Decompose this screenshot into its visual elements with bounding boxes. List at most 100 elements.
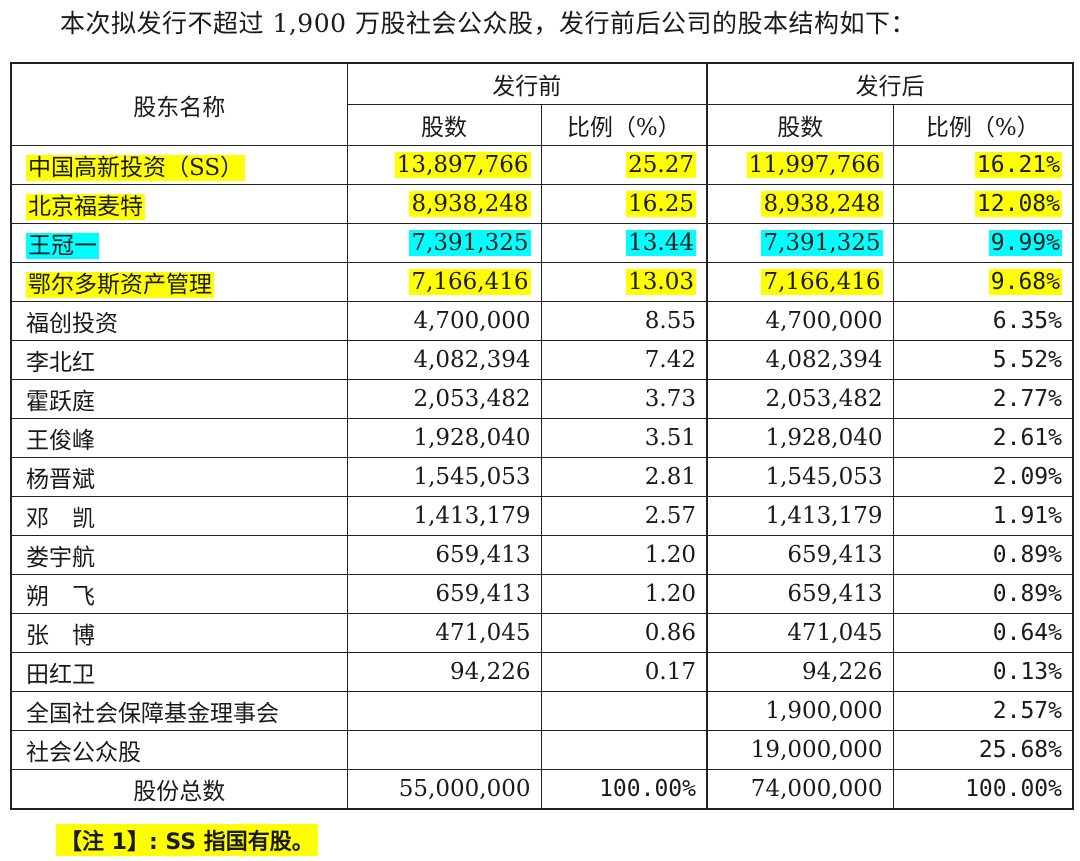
- shareholder-name: 王冠一: [10, 223, 348, 263]
- shareholder-name-text: 北京福麦特: [26, 194, 145, 220]
- after-shares-text: 7,166,416: [761, 269, 883, 295]
- shareholder-name: 李北红: [10, 340, 348, 380]
- shareholder-name-text: 全国社会保障基金理事会: [26, 701, 279, 727]
- before-shares: 8,938,248: [346, 184, 542, 224]
- table-row: 鄂尔多斯资产管理 7,166,416 13.03 7,166,416 9.68%: [10, 262, 1074, 302]
- header-before: 发行前: [346, 62, 708, 105]
- after-shares: 19,000,000: [706, 730, 894, 770]
- total-before-shares-text: 55,000,000: [398, 776, 531, 802]
- after-shares-text: 1,928,040: [765, 425, 883, 451]
- after-ratio: 1.91%: [892, 496, 1074, 536]
- after-shares: 2,053,482: [706, 379, 894, 419]
- before-shares: [346, 691, 542, 731]
- before-shares: 4,082,394: [346, 340, 542, 380]
- before-shares: 1,928,040: [346, 418, 542, 458]
- before-ratio: 8.55: [540, 301, 708, 341]
- before-shares: 1,545,053: [346, 457, 542, 497]
- shareholder-name-text: 邓 凯: [26, 506, 95, 532]
- before-ratio: 3.51: [540, 418, 708, 458]
- table-row: 北京福麦特 8,938,248 16.25 8,938,248 12.08%: [10, 184, 1074, 224]
- before-shares: 659,413: [346, 574, 542, 614]
- total-after-shares-text: 74,000,000: [750, 776, 883, 802]
- after-ratio-text: 2.09%: [992, 464, 1062, 490]
- shareholder-name-text: 福创投资: [26, 311, 118, 337]
- before-shares-text: 1,545,053: [413, 464, 531, 490]
- shareholder-name: 杨晋斌: [10, 457, 348, 497]
- table-row: 李北红 4,082,394 7.42 4,082,394 5.52%: [10, 340, 1074, 380]
- after-shares: 1,413,179: [706, 496, 894, 536]
- after-ratio: 0.89%: [892, 574, 1074, 614]
- before-shares-text: 4,082,394: [413, 347, 531, 373]
- total-before-ratio-text: 100.00%: [599, 776, 696, 802]
- after-ratio: 0.64%: [892, 613, 1074, 653]
- before-shares-text: 13,897,766: [394, 152, 531, 178]
- total-after-ratio-text: 100.00%: [965, 776, 1062, 802]
- before-ratio: 1.20: [540, 535, 708, 575]
- after-ratio-text: 0.89%: [992, 542, 1062, 568]
- after-shares-text: 4,700,000: [765, 308, 883, 334]
- after-shares-text: 1,413,179: [765, 503, 883, 529]
- before-ratio-text: 3.73: [644, 386, 696, 412]
- after-shares-text: 659,413: [787, 581, 883, 607]
- after-ratio-text: 5.52%: [992, 347, 1062, 373]
- shareholder-name: 霍跃庭: [10, 379, 348, 419]
- before-ratio-text: 8.55: [644, 308, 696, 334]
- before-ratio: 1.20: [540, 574, 708, 614]
- before-shares: 7,166,416: [346, 262, 542, 302]
- shareholder-name-text: 朔 飞: [26, 584, 95, 610]
- before-ratio-text: 1.20: [644, 581, 696, 607]
- shareholder-name-text: 社会公众股: [26, 740, 141, 766]
- before-ratio-text: 3.51: [644, 425, 696, 451]
- shareholder-name-text: 田红卫: [26, 662, 95, 688]
- shareholder-name-text: 张 博: [26, 623, 95, 649]
- intro-text: 本次拟发行不超过 1,900 万股社会公众股，发行前后公司的股本结构如下：: [60, 9, 916, 38]
- shareholder-name-text: 李北红: [26, 350, 95, 376]
- after-ratio: 16.21%: [892, 145, 1074, 185]
- shareholder-name: 朔 飞: [10, 574, 348, 614]
- after-shares: 7,166,416: [706, 262, 894, 302]
- shareholder-name: 北京福麦特: [10, 184, 348, 224]
- after-ratio-text: 0.64%: [992, 620, 1062, 646]
- before-ratio-text: 16.25: [626, 191, 696, 217]
- table-row: 霍跃庭 2,053,482 3.73 2,053,482 2.77%: [10, 379, 1074, 419]
- after-ratio: 2.77%: [892, 379, 1074, 419]
- table-row: 王冠一 7,391,325 13.44 7,391,325 9.99%: [10, 223, 1074, 263]
- before-ratio: 0.17: [540, 652, 708, 692]
- table-row: 全国社会保障基金理事会 1,900,000 2.57%: [10, 691, 1074, 731]
- before-shares: 471,045: [346, 613, 542, 653]
- total-name-text: 股份总数: [133, 779, 226, 805]
- after-shares-text: 19,000,000: [750, 737, 883, 763]
- after-shares: 4,082,394: [706, 340, 894, 380]
- after-shares: 8,938,248: [706, 184, 894, 224]
- before-shares: [346, 730, 542, 770]
- before-ratio: [540, 730, 708, 770]
- table-row: 朔 飞 659,413 1.20 659,413 0.89%: [10, 574, 1074, 614]
- after-shares: 471,045: [706, 613, 894, 653]
- total-after-ratio: 100.00%: [892, 769, 1074, 810]
- after-shares: 1,545,053: [706, 457, 894, 497]
- before-ratio: 25.27: [540, 145, 708, 185]
- after-shares-text: 2,053,482: [765, 386, 883, 412]
- table-row: 邓 凯 1,413,179 2.57 1,413,179 1.91%: [10, 496, 1074, 536]
- shareholder-name-text: 娄宇航: [26, 545, 95, 571]
- table-row: 福创投资 4,700,000 8.55 4,700,000 6.35%: [10, 301, 1074, 341]
- before-ratio-text: 0.17: [644, 659, 696, 685]
- before-ratio: [540, 691, 708, 731]
- header-before-ratio: 比例（%）: [540, 104, 708, 146]
- after-shares: 4,700,000: [706, 301, 894, 341]
- after-ratio: 5.52%: [892, 340, 1074, 380]
- after-ratio-text: 2.57%: [992, 698, 1062, 724]
- after-ratio: 2.09%: [892, 457, 1074, 497]
- shareholder-name: 娄宇航: [10, 535, 348, 575]
- total-row: 股份总数 55,000,000 100.00% 74,000,000 100.00%: [10, 769, 1074, 810]
- before-shares-text: 2,053,482: [413, 386, 531, 412]
- header-before-shares: 股数: [346, 104, 542, 146]
- share-structure-table: 股东名称 发行前 发行后 股数 比例（%） 股数 比例（%） 中国高新投资（SS…: [10, 62, 1074, 810]
- before-ratio: 7.42: [540, 340, 708, 380]
- after-ratio: 0.89%: [892, 535, 1074, 575]
- before-ratio-text: 13.03: [626, 269, 696, 295]
- after-ratio: 6.35%: [892, 301, 1074, 341]
- before-shares-text: 7,166,416: [409, 269, 531, 295]
- after-shares-text: 471,045: [787, 620, 883, 646]
- before-shares: 659,413: [346, 535, 542, 575]
